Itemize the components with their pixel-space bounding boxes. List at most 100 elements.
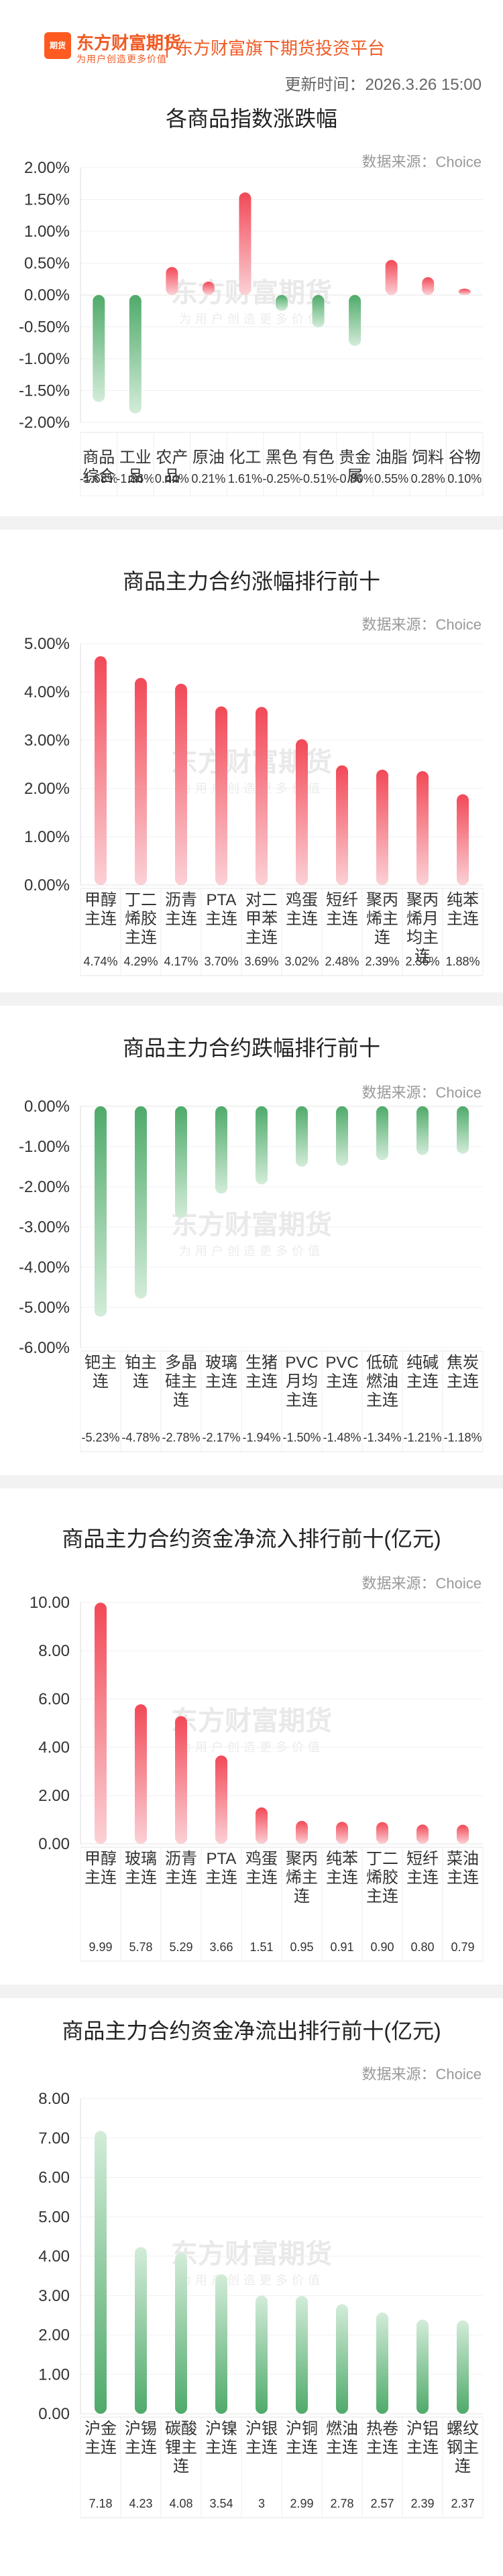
x-category-label: 烯主 xyxy=(286,1869,318,1887)
bar[interactable] xyxy=(296,2296,308,2414)
bar[interactable] xyxy=(458,288,471,296)
x-category-label: 主连 xyxy=(286,2439,318,2457)
data-label: 2.39 xyxy=(410,2497,434,2510)
brand-logo-icon[interactable]: 期货 xyxy=(44,32,71,59)
data-label: 0.80 xyxy=(410,1940,434,1954)
data-label: -1.34% xyxy=(363,1431,401,1444)
bar[interactable] xyxy=(376,1822,388,1844)
data-label: 3.02% xyxy=(284,955,319,968)
data-label: 2.39% xyxy=(365,955,399,968)
bar[interactable] xyxy=(202,282,215,295)
bar[interactable] xyxy=(336,1822,348,1844)
bar[interactable] xyxy=(135,2247,147,2414)
card-source: 数据来源：Choice xyxy=(361,1575,482,1592)
x-category-label: PVC xyxy=(325,1354,358,1372)
x-category-label: 聚丙 xyxy=(406,891,439,909)
data-label: 5.78 xyxy=(129,1940,152,1954)
data-label: 2.57 xyxy=(370,2497,394,2510)
x-category-label: 主连 xyxy=(286,910,318,928)
bar[interactable] xyxy=(135,1704,147,1844)
bar[interactable] xyxy=(416,2319,429,2414)
y-tick-label: 2.00 xyxy=(38,2327,70,2345)
bar[interactable] xyxy=(349,295,361,346)
bar[interactable] xyxy=(312,295,325,328)
x-category-label: 沪镍 xyxy=(205,2420,237,2438)
x-category-label: 甲苯 xyxy=(245,910,278,928)
x-category-label: 均主 xyxy=(406,929,439,947)
bar[interactable] xyxy=(135,1106,147,1299)
x-category-label: 锂主 xyxy=(165,2439,197,2457)
bar[interactable] xyxy=(95,1602,107,1844)
bar[interactable] xyxy=(336,2304,348,2414)
bar[interactable] xyxy=(93,295,105,402)
bar[interactable] xyxy=(135,678,147,885)
chart-card-top-losers: 商品主力合约跌幅排行前十 数据来源：Choice 东方财富期货 为用户创造更多价值… xyxy=(0,1006,503,1475)
bar[interactable] xyxy=(385,259,398,295)
bar[interactable] xyxy=(296,739,308,885)
bar[interactable] xyxy=(256,707,268,885)
bar[interactable] xyxy=(457,794,469,885)
bar[interactable] xyxy=(215,706,227,885)
x-category-label: 连 xyxy=(374,929,390,947)
x-category-label: 主连 xyxy=(125,2439,157,2457)
bar[interactable] xyxy=(166,267,178,295)
y-tick-label: 10.00 xyxy=(30,1596,70,1612)
chart-card-net-outflow: 商品主力合约资金净流出排行前十(亿元) 数据来源：Choice 东方财富期货 为用… xyxy=(0,1998,503,2576)
bar[interactable] xyxy=(457,2320,469,2414)
watermark-slogan: 为用户创造更多价值 xyxy=(179,312,324,326)
bar[interactable] xyxy=(215,1106,227,1194)
bar[interactable] xyxy=(215,2274,227,2414)
data-label: -5.23% xyxy=(81,1431,119,1444)
data-label: -1.50% xyxy=(282,1431,321,1444)
bar[interactable] xyxy=(239,192,252,295)
bar[interactable] xyxy=(422,277,435,295)
bar[interactable] xyxy=(215,1755,227,1844)
data-label: -1.48% xyxy=(323,1431,361,1444)
chart-top-gainers: 东方财富期货为用户创造更多价值5.00%4.00%3.00%2.00%1.00%… xyxy=(24,637,484,976)
x-category-label: 铂主 xyxy=(125,1354,157,1372)
bar[interactable] xyxy=(256,1807,268,1844)
x-category-label: 沪银 xyxy=(245,2420,278,2438)
bar[interactable] xyxy=(416,1106,429,1155)
bar[interactable] xyxy=(457,1106,469,1154)
data-label: -1.18% xyxy=(443,1431,482,1444)
x-category-label: 品 xyxy=(164,467,180,485)
data-label: 9.99 xyxy=(89,1940,112,1954)
bar[interactable] xyxy=(256,1106,268,1185)
bar[interactable] xyxy=(95,2131,107,2414)
bar[interactable] xyxy=(376,1106,388,1161)
x-category-label: 碳酸 xyxy=(165,2420,197,2438)
bar[interactable] xyxy=(276,295,288,311)
x-category-label: 生猪 xyxy=(245,1354,278,1372)
bar[interactable] xyxy=(175,1716,187,1844)
bar[interactable] xyxy=(175,1106,187,1218)
x-category-label: 菜油 xyxy=(447,1850,479,1868)
data-label: 4.08 xyxy=(169,2497,192,2510)
y-tick-label: 6.00 xyxy=(38,2169,70,2187)
bar[interactable] xyxy=(457,1824,469,1844)
bar[interactable] xyxy=(336,765,348,885)
bar[interactable] xyxy=(336,1106,348,1166)
bar[interactable] xyxy=(95,656,107,885)
bar[interactable] xyxy=(175,683,187,885)
x-category-label: 燃油 xyxy=(326,2420,358,2438)
bar[interactable] xyxy=(256,2295,268,2414)
bar[interactable] xyxy=(296,1820,308,1844)
bar[interactable] xyxy=(416,771,429,885)
data-label: 4.23 xyxy=(129,2497,152,2510)
bar[interactable] xyxy=(296,1106,308,1167)
x-category-label: 品 xyxy=(127,467,144,485)
data-label: 5.29 xyxy=(169,1940,192,1954)
data-label: 2.78 xyxy=(330,2497,353,2510)
bar[interactable] xyxy=(376,2312,388,2414)
bar[interactable] xyxy=(376,769,388,885)
bar[interactable] xyxy=(95,1106,107,1317)
x-category-label: 主连 xyxy=(326,1869,358,1887)
bar[interactable] xyxy=(175,2253,187,2414)
data-label: 1.88% xyxy=(445,955,480,968)
bar[interactable] xyxy=(129,295,142,414)
chart-net-inflow: 东方财富期货为用户创造更多价值10.008.006.004.002.000.00… xyxy=(30,1596,484,1962)
x-category-label: 主连 xyxy=(85,910,117,928)
data-label: 0.44% xyxy=(155,472,189,485)
bar[interactable] xyxy=(416,1824,429,1844)
